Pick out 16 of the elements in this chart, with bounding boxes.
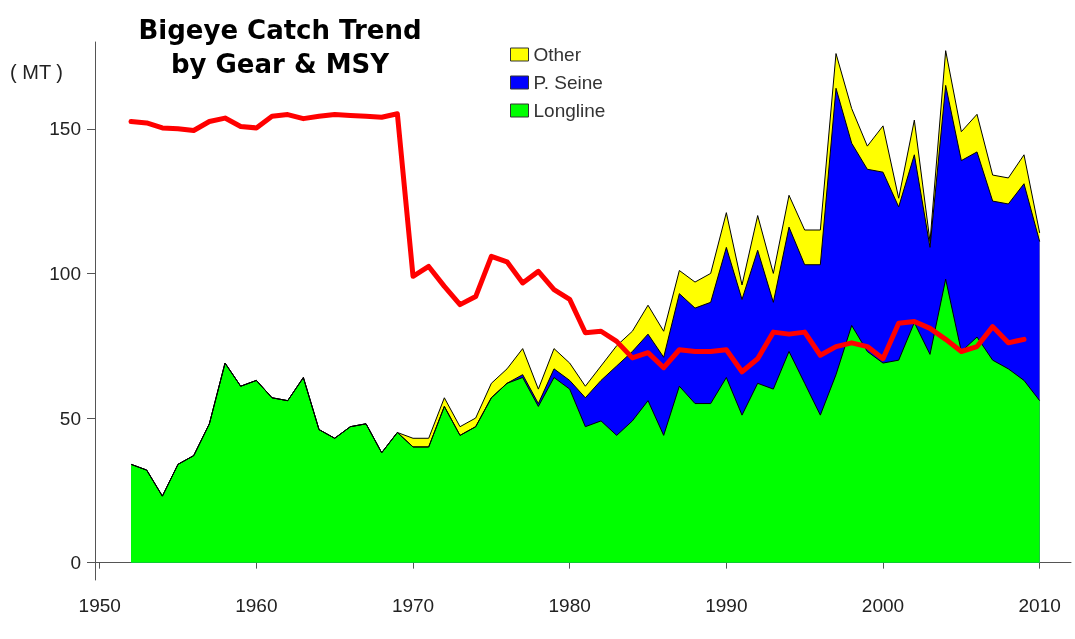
legend-label: Longline [533,100,606,121]
x-tick-label: 1980 [548,595,591,616]
x-tick-label: 1960 [235,595,278,616]
x-tick-label: 2000 [861,595,905,616]
x-tick-label: 1990 [705,595,748,616]
y-tick-label: 150 [49,118,81,140]
x-tick-label: 1970 [391,595,435,616]
y-tick-label: 0 [70,552,81,574]
y-tick-label: 50 [59,407,81,429]
x-tick-label: 2010 [1018,595,1061,616]
x-tick-label: 1950 [78,595,121,616]
y-tick-label: 100 [49,262,81,284]
chart-title: Bigeye Catch Trend by Gear & MSY [138,15,422,79]
y-axis-title: ( MT ) [10,61,63,83]
legend-label: Other [533,44,582,65]
legend-label: P. Seine [533,72,603,93]
